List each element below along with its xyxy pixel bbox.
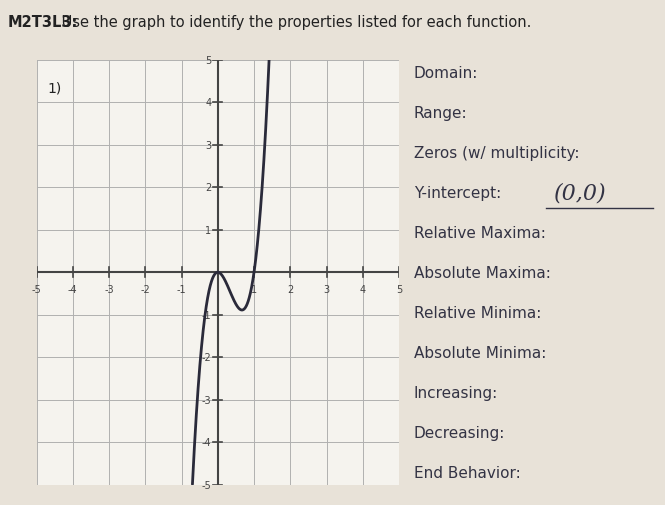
Text: Absolute Minima:: Absolute Minima: bbox=[414, 345, 547, 360]
Text: -3: -3 bbox=[201, 395, 211, 405]
Text: Domain:: Domain: bbox=[414, 66, 478, 81]
Text: -5: -5 bbox=[32, 285, 41, 294]
Text: -2: -2 bbox=[140, 285, 150, 294]
Text: Increasing:: Increasing: bbox=[414, 385, 498, 400]
Text: Y-intercept:: Y-intercept: bbox=[414, 185, 501, 200]
Text: Zeros (w/ multiplicity:: Zeros (w/ multiplicity: bbox=[414, 145, 579, 161]
Text: End Behavior:: End Behavior: bbox=[414, 465, 521, 480]
Text: 1: 1 bbox=[251, 285, 257, 294]
Text: Decreasing:: Decreasing: bbox=[414, 425, 505, 440]
Text: -2: -2 bbox=[201, 352, 211, 363]
Text: 5: 5 bbox=[396, 285, 402, 294]
Text: 2: 2 bbox=[287, 285, 293, 294]
Text: 5: 5 bbox=[205, 56, 211, 66]
Text: -1: -1 bbox=[201, 310, 211, 320]
Text: Relative Maxima:: Relative Maxima: bbox=[414, 225, 546, 240]
Text: -3: -3 bbox=[104, 285, 114, 294]
Text: Absolute Maxima:: Absolute Maxima: bbox=[414, 265, 551, 280]
Text: 2: 2 bbox=[205, 183, 211, 193]
Text: Use the graph to identify the properties listed for each function.: Use the graph to identify the properties… bbox=[57, 15, 531, 30]
Text: Relative Minima:: Relative Minima: bbox=[414, 305, 541, 320]
Text: M2T3L3:: M2T3L3: bbox=[8, 15, 78, 30]
Text: 4: 4 bbox=[205, 98, 211, 108]
Text: 3: 3 bbox=[205, 140, 211, 150]
Text: 1): 1) bbox=[47, 82, 62, 96]
Text: 4: 4 bbox=[360, 285, 366, 294]
Text: 3: 3 bbox=[323, 285, 330, 294]
Text: -5: -5 bbox=[201, 480, 211, 490]
Text: -4: -4 bbox=[201, 437, 211, 447]
Text: Range:: Range: bbox=[414, 106, 467, 121]
Text: -4: -4 bbox=[68, 285, 78, 294]
Text: -1: -1 bbox=[177, 285, 186, 294]
Text: 1: 1 bbox=[205, 225, 211, 235]
Text: (0,0): (0,0) bbox=[553, 182, 606, 204]
